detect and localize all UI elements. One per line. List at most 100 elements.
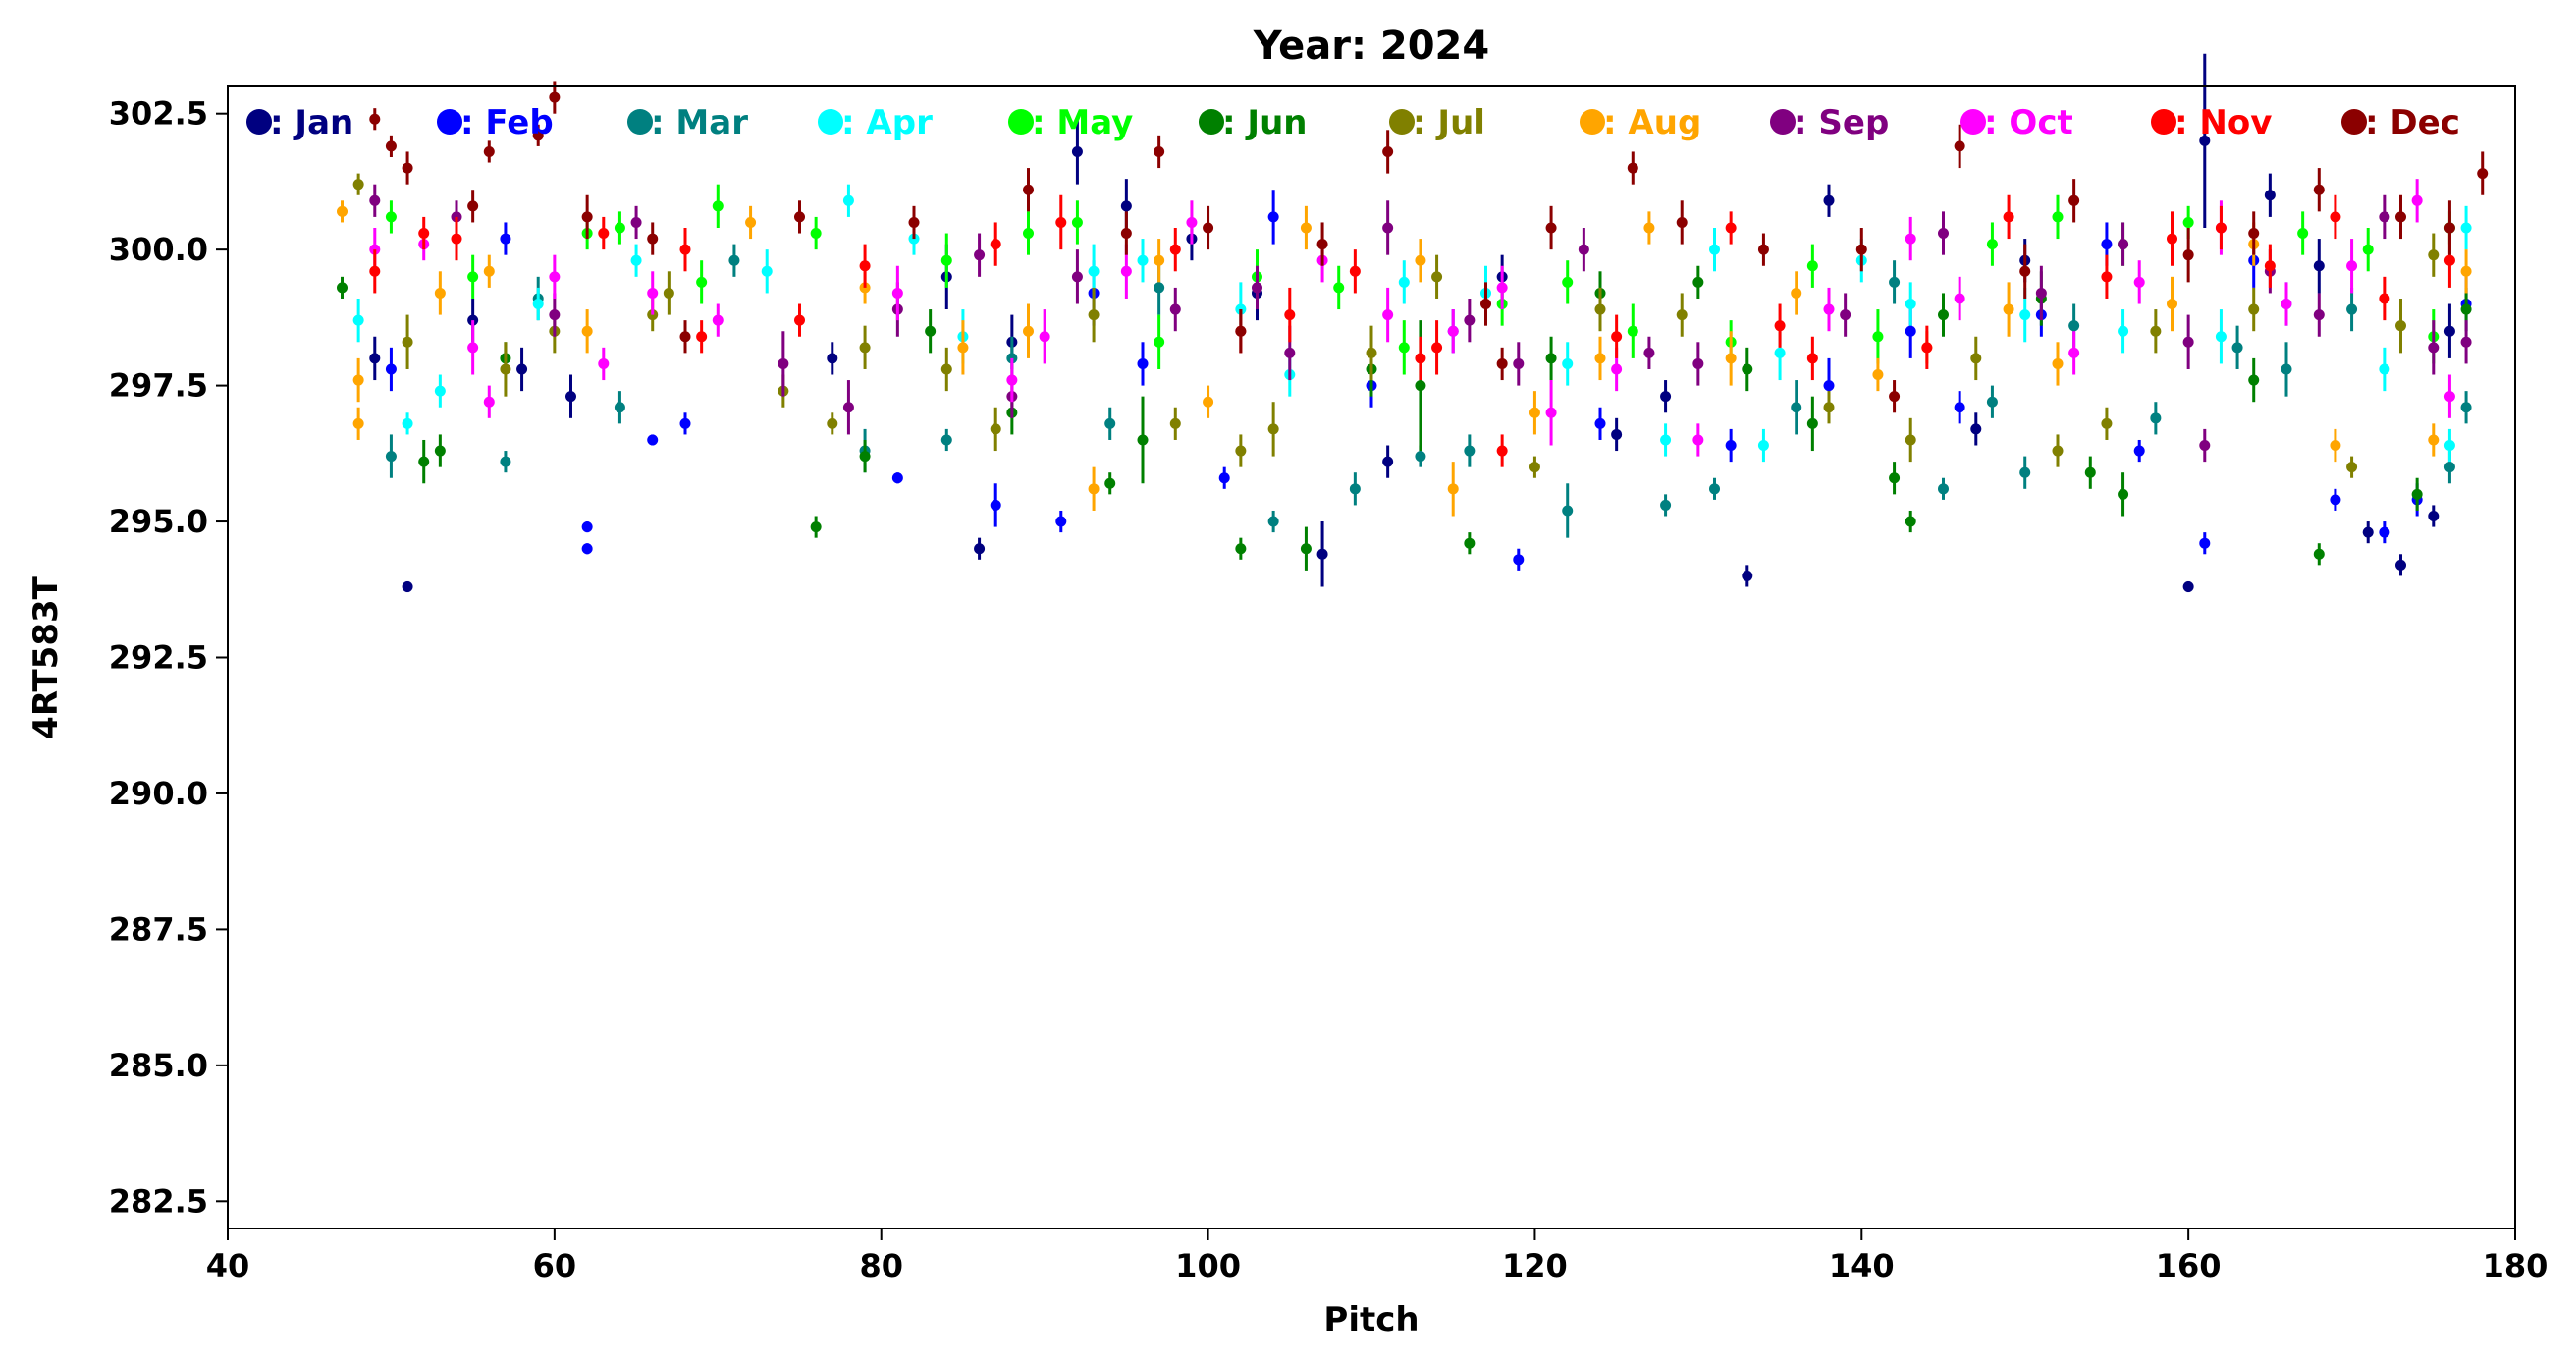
data-point [1415,254,1426,266]
data-point [940,363,952,375]
data-point [1660,434,1672,446]
data-point [761,265,773,277]
data-point [2133,276,2145,288]
data-point [1774,320,1786,332]
data-point [2052,211,2064,223]
data-point [1643,222,1655,234]
data-point [1806,353,1818,364]
data-point [974,249,986,261]
x-axis-label: Pitch [1323,1300,1419,1339]
data-point [1938,309,1949,321]
data-point [2035,287,2047,299]
series-8 [369,184,2472,463]
data-point [1120,228,1132,240]
data-point [2313,184,2325,195]
data-point [532,299,544,310]
data-point [2281,363,2292,375]
data-point [1284,309,1296,321]
data-point [2477,168,2489,180]
data-point [2460,265,2472,277]
data-point [1169,303,1181,315]
data-point [385,140,397,152]
legend-marker [1008,109,1034,135]
data-point [712,200,724,212]
legend-label: : Dec [2365,103,2460,142]
data-point [1088,265,1100,277]
data-point [2150,412,2162,424]
data-point [2395,559,2406,571]
data-point [2281,299,2292,310]
legend-label: : Oct [1984,103,2073,142]
data-point [1447,483,1459,495]
data-point [679,331,691,343]
data-point [2460,303,2472,315]
data-point [1154,336,1165,348]
data-point [2379,363,2390,375]
data-point [1203,222,1214,234]
data-point [1300,543,1312,555]
data-point [1169,244,1181,255]
data-point [337,205,348,217]
data-point [1071,271,1083,283]
data-point [1415,451,1426,463]
data-point [2167,299,2177,310]
data-point [1840,309,1852,321]
data-point [2248,374,2260,386]
data-point [1154,282,1165,294]
data-point [2313,309,2325,321]
data-point [1088,483,1100,495]
legend-entry: : Oct [1960,103,2073,142]
data-point [712,314,724,326]
data-point [1382,456,1394,467]
data-point [1938,228,1949,240]
data-point [2428,342,2440,354]
legend-label: : May [1032,103,1133,142]
data-point [2395,211,2406,223]
data-point [859,260,871,272]
data-point [2411,194,2423,206]
data-point [1823,303,1835,315]
legend-marker [1770,109,1796,135]
data-point [1905,233,1916,245]
data-point [500,363,511,375]
data-point [1366,347,1377,358]
data-point [728,254,740,266]
data-point [402,581,413,593]
legend-entry: : Jan [246,103,353,142]
data-point [2428,434,2440,446]
data-point [1120,265,1132,277]
data-point [1398,342,1410,354]
data-point [385,363,397,375]
data-point [647,287,659,299]
data-point [2118,239,2129,250]
data-point [2052,445,2064,457]
series-1 [385,190,2472,571]
data-point [1023,184,1034,195]
data-point [1676,216,1688,228]
data-point [467,271,479,283]
legend-entry: : Jun [1199,103,1308,142]
data-point [745,216,757,228]
data-point [1791,402,1802,413]
y-tick-label: 287.5 [109,910,208,948]
data-point [1513,357,1525,369]
data-point [451,233,462,245]
data-point [549,309,561,321]
legend-label: : Jan [270,103,353,142]
data-point [1725,440,1737,452]
data-point [2101,271,2113,283]
data-point [990,423,1001,435]
data-point [1104,417,1116,429]
legend-entry: : Apr [818,103,933,142]
data-point [1154,145,1165,157]
data-point [1267,211,1279,223]
data-point [434,445,446,457]
data-point [2443,254,2455,266]
data-point [1235,445,1247,457]
data-point [1104,477,1116,489]
data-point [2379,293,2390,304]
data-point [352,374,364,386]
data-point [418,456,430,467]
